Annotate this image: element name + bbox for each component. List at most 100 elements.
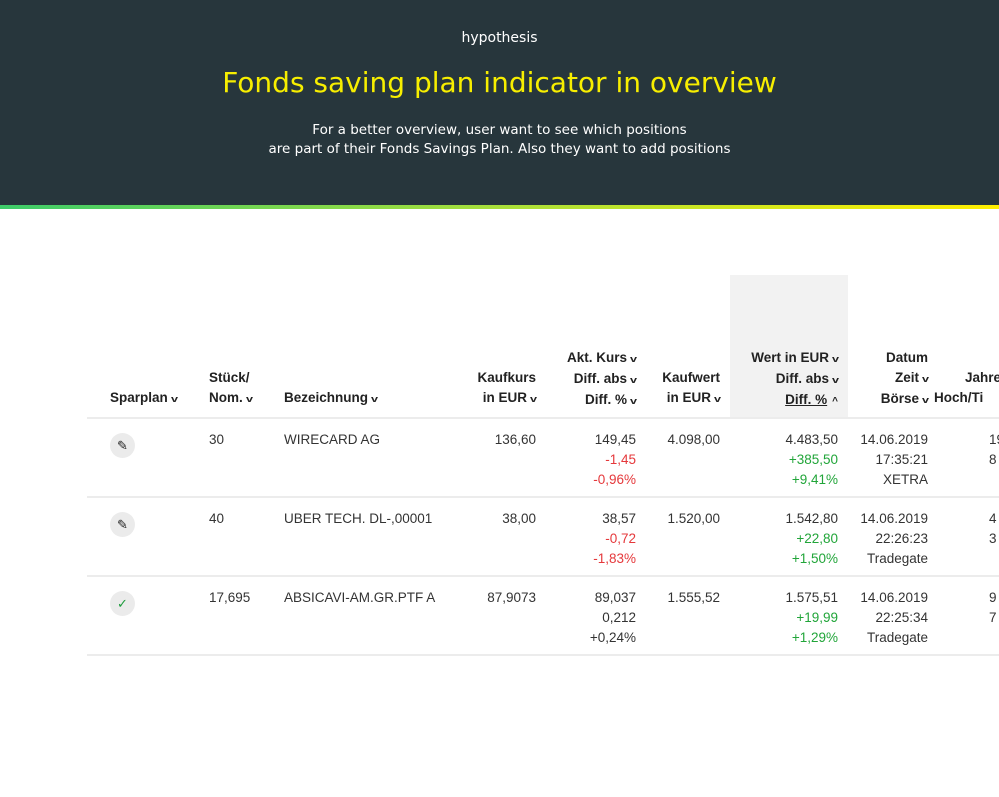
sort-stueck[interactable]: Stück/Nom. v — [209, 368, 253, 409]
sort-datum[interactable]: Datum Zeit v Börse v — [881, 348, 930, 410]
chevron-down-icon: v — [529, 394, 538, 404]
cell-value: 4.483,50 — [785, 432, 838, 447]
cell-value: 1.542,80 — [785, 511, 838, 526]
chevron-down-icon: v — [245, 394, 253, 404]
chevron-down-icon: v — [713, 394, 722, 404]
chevron-up-icon: ^ — [832, 396, 838, 407]
cell: UBER TECH. DL-,00001 — [284, 509, 432, 529]
chevron-down-icon: v — [371, 394, 379, 404]
cell-value: 4 — [989, 511, 997, 526]
cell-value: -0,72 — [605, 531, 636, 546]
sort-jahr-hoch[interactable]: Jahre — [965, 370, 999, 385]
cell: 4.098,00 — [667, 430, 720, 450]
cell: 89,037 0,212 +0,24% — [590, 588, 636, 648]
cell-value: 1.575,51 — [785, 590, 838, 605]
cell: 198 — [989, 430, 999, 470]
cell-value: XETRA — [882, 472, 928, 487]
chevron-down-icon: v — [629, 354, 638, 364]
cell: 1.575,51 +19,99 +1,29% — [785, 588, 838, 648]
cell-value: 4.098,00 — [667, 432, 720, 447]
cell-value: Tradegate — [866, 630, 928, 645]
sort-kaufwert[interactable]: Kaufwert in EUR v — [662, 368, 722, 409]
cell: 149,45 -1,45 -0,96% — [593, 430, 636, 490]
chevron-down-icon: v — [831, 354, 840, 364]
cell: 14.06.2019 22:25:34 Tradegate — [860, 588, 928, 648]
pencil-icon[interactable]: ✎ — [110, 512, 135, 537]
sort-sparplan[interactable]: Sparplan v — [110, 388, 178, 409]
row-divider — [87, 496, 999, 498]
cell-value: Tradegate — [866, 551, 928, 566]
sorted-column-bg — [730, 275, 848, 417]
sort-akt-kurs[interactable]: Akt. Kurs v Diff. abs v Diff. % v — [567, 348, 638, 411]
cell-value: +9,41% — [791, 472, 838, 487]
cell-value: +22,80 — [796, 531, 838, 546]
cell-value: 8 — [989, 452, 997, 467]
sort-kaufkurs[interactable]: Kaufkurs in EUR v — [477, 368, 538, 409]
cell-value: 30 — [209, 432, 225, 447]
page-title: Fonds saving plan indicator in overview — [222, 66, 777, 99]
cell-value: 14.06.2019 — [860, 511, 928, 526]
chevron-down-icon: v — [921, 374, 930, 384]
description: For a better overview, user want to see … — [0, 121, 999, 159]
cell: 1.542,80 +22,80 +1,50% — [785, 509, 838, 569]
chevron-down-icon: v — [629, 375, 638, 385]
cell-value: +0,24% — [589, 630, 636, 645]
hypothesis-header: hypothesis Fonds saving plan indicator i… — [0, 0, 999, 205]
row-divider — [87, 575, 999, 577]
cell: ABSICAVI-AM.GR.PTF A — [284, 588, 435, 608]
cell-value: 14.06.2019 — [860, 432, 928, 447]
kicker: hypothesis — [461, 30, 538, 46]
cell: 40 — [209, 509, 224, 529]
cell-value: 17:35:21 — [875, 452, 928, 467]
cell-value: 14.06.2019 — [860, 590, 928, 605]
cell: 1.520,00 — [667, 509, 720, 529]
cell-value: 1.555,52 — [667, 590, 720, 605]
cell: 4.483,50 +385,50 +9,41% — [785, 430, 838, 490]
sort-jahr-tief[interactable]: Hoch/Ti — [934, 390, 984, 405]
cell: 14.06.2019 22:26:23 Tradegate — [860, 509, 928, 569]
description-line: For a better overview, user want to see … — [312, 122, 687, 138]
chevron-down-icon: v — [629, 396, 638, 406]
cell-value: 149,45 — [594, 432, 636, 447]
header-divider — [87, 417, 999, 419]
cell: 14.06.2019 17:35:21 XETRA — [860, 430, 928, 490]
cell-value: -0,96% — [593, 472, 636, 487]
cell: WIRECARD AG — [284, 430, 380, 450]
cell-value: 22:26:23 — [875, 531, 928, 546]
pencil-icon[interactable]: ✎ — [110, 433, 135, 458]
cell: 38,57 -0,72 -1,83% — [593, 509, 636, 569]
cell: 1.555,52 — [667, 588, 720, 608]
cell-value: 7 — [989, 610, 997, 625]
cell-value: -1,45 — [605, 452, 636, 467]
cell: 38,00 — [502, 509, 536, 529]
cell-value: 9 — [989, 590, 997, 605]
cell-value: WIRECARD AG — [284, 432, 381, 447]
cell-value: UBER TECH. DL-,00001 — [284, 511, 433, 526]
sort-wert[interactable]: Wert in EUR v Diff. abs v Diff. % ^ — [751, 350, 840, 407]
cell: 87,9073 — [487, 588, 536, 608]
cell-value: 136,60 — [494, 432, 536, 447]
cell-value: 40 — [209, 511, 225, 526]
gradient-divider — [0, 205, 999, 209]
cell-value: 22:25:34 — [875, 610, 928, 625]
cell-value: 38,00 — [502, 511, 536, 526]
cell-value: +19,99 — [796, 610, 838, 625]
cell-value: -1,83% — [593, 551, 636, 566]
cell: 17,695 — [209, 588, 250, 608]
check-icon[interactable]: ✓ — [110, 591, 135, 616]
cell-value: ABSICAVI-AM.GR.PTF A — [284, 590, 436, 605]
cell: 30 — [209, 430, 224, 450]
portfolio-table: Sparplan v Stück/Nom. v Bezeichnung v Kaufk… — [87, 275, 999, 675]
description-line: are part of their Fonds Savings Plan. Al… — [268, 141, 731, 157]
chevron-down-icon: v — [921, 395, 930, 405]
cell-value: 87,9073 — [487, 590, 536, 605]
sort-bezeichnung[interactable]: Bezeichnung v — [284, 388, 379, 409]
cell-value: 1.520,00 — [667, 511, 720, 526]
chevron-down-icon: v — [831, 375, 840, 385]
cell-value: 3 — [989, 531, 997, 546]
cell-value: 0,212 — [602, 610, 636, 625]
cell-value: +1,50% — [791, 551, 838, 566]
row-divider — [87, 654, 999, 656]
